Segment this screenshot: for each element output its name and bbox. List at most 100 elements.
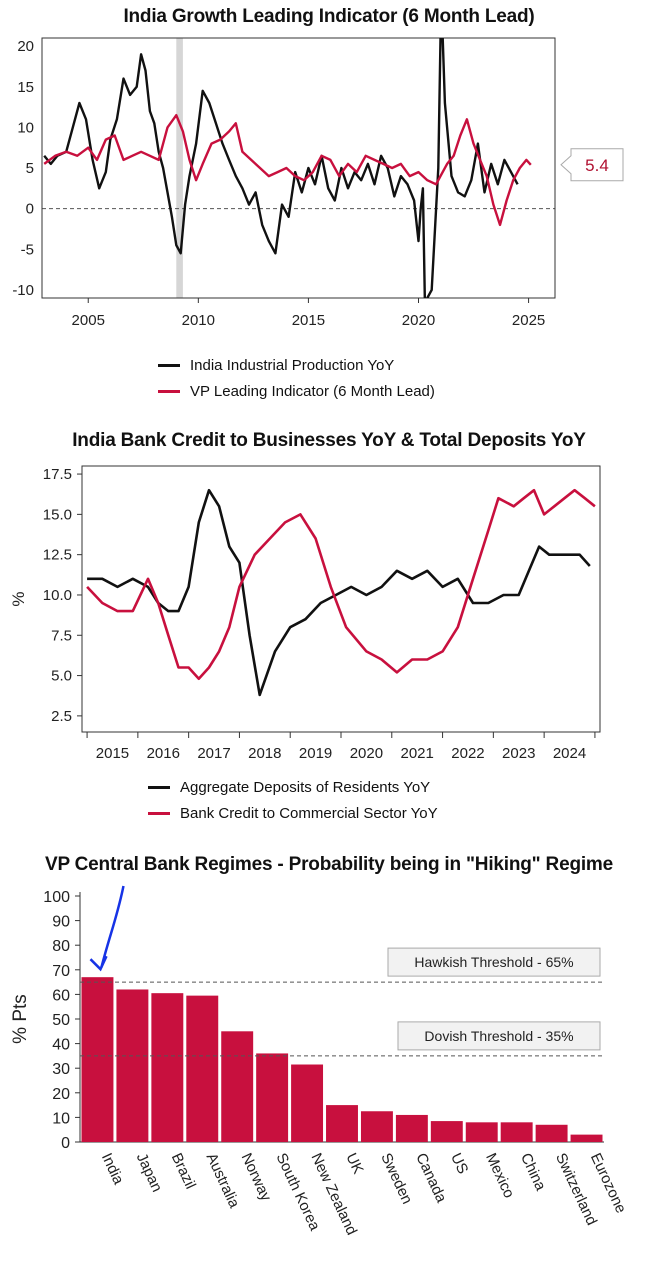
legend-label: Aggregate Deposits of Residents YoY	[180, 778, 431, 796]
bar-japan	[116, 989, 149, 1142]
legend: Aggregate Deposits of Residents YoY Bank…	[148, 774, 438, 826]
x-tick-label: Japan	[133, 1151, 166, 1195]
chart-bank-credit: India Bank Credit to Businesses YoY & To…	[0, 420, 658, 840]
y-axis-label: %	[9, 591, 28, 606]
bar-uk	[326, 1105, 358, 1142]
x-tick-label: Mexico	[482, 1151, 517, 1201]
plot-frame	[41, 37, 556, 299]
x-tick-label: 2020	[350, 745, 383, 762]
y-tick-label: 50	[52, 1012, 70, 1029]
legend-label: Bank Credit to Commercial Sector YoY	[180, 804, 438, 822]
plot-frame	[81, 465, 601, 733]
y-tick-label: 0	[26, 201, 34, 218]
y-tick-label: 20	[17, 38, 34, 55]
y-tick-label: 5.0	[51, 668, 72, 685]
x-tick-label: 2024	[553, 745, 586, 762]
legend-swatch-black	[148, 785, 170, 789]
series-line-black	[87, 488, 591, 697]
x-tick-label: 2017	[197, 745, 230, 762]
y-tick-label: 0	[61, 1135, 70, 1152]
bar-canada	[395, 1114, 428, 1142]
bar-switzerland	[535, 1124, 568, 1142]
y-tick-label: 70	[52, 963, 70, 980]
legend-item: India Industrial Production YoY	[158, 352, 435, 378]
series-line-red	[43, 113, 532, 227]
threshold-label-box	[387, 947, 601, 977]
y-tick-label: 5	[26, 160, 34, 177]
recession-shade	[176, 38, 183, 298]
legend-item: Bank Credit to Commercial Sector YoY	[148, 800, 438, 826]
threshold-label: Hawkish Threshold - 65%	[414, 954, 573, 970]
bar-new-zealand	[291, 1064, 324, 1142]
legend-item: VP Leading Indicator (6 Month Lead)	[158, 378, 435, 404]
x-tick-label: 2005	[72, 312, 105, 329]
y-tick-label: 2.5	[51, 708, 72, 725]
x-tick-label: Canada	[412, 1151, 450, 1206]
x-tick-label: 2023	[502, 745, 535, 762]
chart-plot: 17.5 15.0 12.5 10.0 7.5 5.0 2.5% 2015 2016 2017 20…	[9, 465, 601, 762]
bar-sweden	[360, 1111, 393, 1142]
y-tick-label: 15.0	[43, 506, 72, 523]
annotation-arrow-head	[89, 955, 108, 972]
x-tick-label: 2015	[96, 745, 129, 762]
y-tick-label: 10	[17, 119, 34, 136]
bar-australia	[186, 995, 219, 1142]
bar-china	[500, 1122, 533, 1142]
legend-swatch-black	[158, 363, 180, 367]
x-tick-label: Sweden	[377, 1151, 415, 1207]
chart-title: India Growth Leading Indicator (6 Month …	[123, 6, 535, 27]
legend-item: Aggregate Deposits of Residents YoY	[148, 774, 438, 800]
chart-central-bank-regimes: VP Central Bank Regimes - Probability be…	[0, 840, 658, 1264]
legend-label: India Industrial Production YoY	[190, 356, 395, 374]
bar-brazil	[151, 993, 184, 1142]
bar-eurozone	[570, 1134, 603, 1142]
threshold-label: Dovish Threshold - 35%	[424, 1028, 573, 1044]
y-tick-label: 10.0	[43, 587, 72, 604]
bar-mexico	[465, 1122, 498, 1142]
annotation-arrow	[100, 885, 125, 968]
legend-swatch-red	[148, 811, 170, 815]
x-tick-label: 2020	[402, 312, 435, 329]
x-tick-label: Australia	[203, 1151, 243, 1212]
value-callout-label: 5.4	[585, 156, 609, 175]
y-tick-label: 100	[43, 889, 70, 906]
y-tick-label: 30	[52, 1061, 70, 1078]
series-line-red	[86, 488, 596, 681]
x-tick-label: 2019	[299, 745, 332, 762]
y-tick-label: 80	[52, 938, 70, 955]
x-tick-label: 2022	[451, 745, 484, 762]
y-tick-label: 20	[52, 1086, 70, 1103]
x-tick-label: US	[447, 1151, 471, 1177]
x-tick-label: Norway	[238, 1151, 275, 1205]
legend-label: VP Leading Indicator (6 Month Lead)	[190, 382, 435, 400]
y-tick-label: 40	[52, 1037, 70, 1054]
y-tick-label: 17.5	[43, 466, 72, 483]
series-line-black	[43, 38, 519, 298]
bar-india	[81, 977, 114, 1142]
x-tick-label: 2021	[400, 745, 433, 762]
bar-south-korea	[256, 1053, 289, 1142]
x-tick-label: 2016	[147, 745, 180, 762]
y-tick-label: 15	[17, 79, 34, 96]
x-tick-label: India	[98, 1151, 127, 1188]
y-axis-label: % Pts	[10, 994, 31, 1044]
legend: India Industrial Production YoY VP Leadi…	[158, 352, 435, 404]
y-tick-label: 60	[52, 987, 70, 1004]
x-tick-label: 2025	[512, 312, 545, 329]
x-tick-label: 2018	[248, 745, 281, 762]
x-tick-label: 2015	[292, 312, 325, 329]
y-tick-label: 10	[52, 1110, 70, 1127]
y-tick-label: 7.5	[51, 627, 72, 644]
y-tick-label: 90	[52, 914, 70, 931]
bar-us	[430, 1121, 463, 1142]
value-callout	[560, 148, 624, 182]
x-tick-label: UK	[342, 1151, 366, 1177]
y-tick-label: 12.5	[43, 547, 72, 564]
bar-norway	[221, 1031, 254, 1142]
chart-growth-indicator: India Growth Leading Indicator (6 Month …	[0, 0, 658, 420]
legend-swatch-red	[158, 389, 180, 393]
x-tick-label: Brazil	[168, 1151, 199, 1192]
threshold-label-box	[397, 1021, 601, 1051]
